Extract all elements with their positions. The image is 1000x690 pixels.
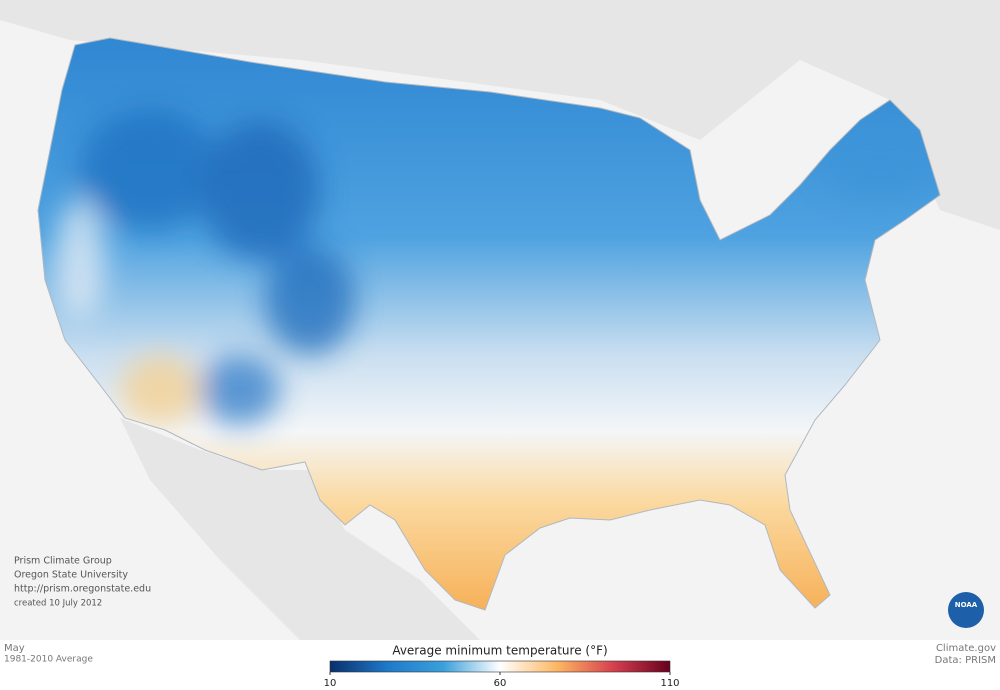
credit-line: Oregon State University	[14, 570, 128, 581]
canada	[0, 0, 1000, 230]
legend-tick-label: 10	[324, 678, 337, 689]
noaa-logo	[948, 592, 984, 628]
mexico	[120, 418, 480, 640]
period: May	[4, 643, 25, 654]
color-bar	[329, 660, 671, 673]
noaa-logo-text: NOAA	[955, 601, 978, 609]
color-legend: 10 60 110	[324, 660, 680, 689]
legend-tick-label: 110	[660, 678, 679, 689]
credit-line: http://prism.oregonstate.edu	[14, 584, 151, 595]
credit-line: created 10 July 2012	[14, 599, 102, 609]
data-source: Data: PRISM	[935, 655, 996, 666]
normals: 1981-2010 Average	[4, 655, 93, 665]
legend-tick-label: 60	[494, 678, 507, 689]
credit-line: Prism Climate Group	[14, 556, 112, 567]
source: Climate.gov	[936, 643, 996, 654]
legend-title: Average minimum temperature (°F)	[392, 644, 607, 658]
